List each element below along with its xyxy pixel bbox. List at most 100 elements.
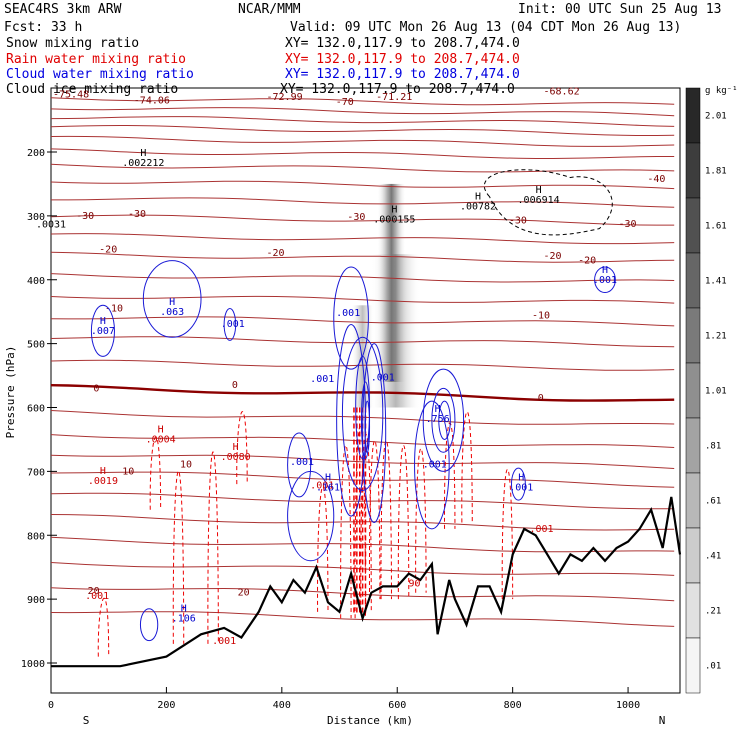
cloud-water-contour — [422, 368, 465, 472]
legend-rain-label: Rain water mixing ratio — [6, 52, 186, 67]
colorbar-swatch — [685, 142, 701, 199]
temperature-contour-label: -30 — [76, 211, 94, 222]
y-tick-label: 700 — [27, 467, 45, 478]
max-marker-rain: H — [158, 425, 164, 436]
contour-value-cloud: .001 — [310, 374, 334, 385]
temperature-contour-label: 20 — [238, 588, 250, 599]
contour-value-cloud: .001 — [423, 460, 447, 471]
max-marker-snow: H — [536, 185, 542, 196]
max-marker-snow: H — [140, 148, 146, 159]
cloud-water-contour — [287, 470, 335, 562]
x-axis-north-label: N — [659, 714, 666, 727]
temperature-contour-label: -10 — [532, 311, 550, 322]
temperature-contour-label: -72.99 — [267, 92, 303, 103]
temperature-isotherm — [50, 233, 675, 245]
temperature-contour-label: -74.06 — [134, 95, 170, 106]
temperature-contour-label: -30 — [619, 219, 637, 230]
temperature-contour-label: 10 — [122, 466, 134, 477]
contour-value-rain: .001 — [85, 591, 109, 602]
contour-value-cloud: .063 — [160, 307, 184, 318]
contour-value-rain: .001 — [212, 636, 236, 647]
colorbar-label: 1.41 — [705, 277, 727, 287]
temperature-contour-label: -71.21 — [376, 92, 412, 103]
rain-contour — [415, 448, 427, 593]
colorbar-unit: g kg⁻¹ — [705, 86, 738, 96]
cloud-water-contour — [341, 336, 384, 492]
rain-contour — [97, 597, 110, 657]
colorbar-label: .41 — [705, 552, 721, 562]
temperature-contour-label: -20 — [578, 256, 596, 267]
colorbar-label: 1.81 — [705, 167, 727, 177]
contour-value-rain: .0019 — [88, 476, 118, 487]
temperature-isotherm — [50, 107, 675, 117]
cloud-water-contour — [90, 304, 115, 357]
temperature-isotherm — [50, 316, 675, 327]
temperature-contour-label: -20 — [267, 248, 285, 259]
temperature-contour-label: -20 — [99, 245, 117, 256]
legend-ice-xy: XY= 132.0,117.9 to 208.7,474.0 — [280, 82, 515, 97]
temperature-isotherm — [50, 336, 675, 348]
rain-contour — [340, 445, 352, 619]
max-marker-cloud: H — [169, 297, 175, 308]
temperature-isotherm — [50, 180, 675, 190]
max-marker-cloud: H — [325, 473, 331, 484]
colorbar-label: .01 — [705, 662, 721, 672]
contour-value-cloud: .756 — [426, 414, 450, 425]
colorbar-swatch — [685, 527, 701, 584]
temperature-contour-label: 20 — [88, 586, 100, 597]
y-axis: 200 300 400 500 600 700 800 900 1000 — [21, 148, 57, 670]
forecast-hour: Fcst: 33 h — [4, 20, 82, 35]
max-marker-cloud: H — [518, 473, 524, 484]
temperature-contour-label: -30 — [347, 212, 365, 223]
temperature-isotherm — [50, 135, 675, 147]
x-axis-south-label: S — [83, 714, 90, 727]
max-marker-rain: H — [100, 466, 106, 477]
cloud-water-contour — [336, 323, 366, 517]
temperature-contour-label: 0 — [93, 383, 99, 394]
contour-value-rain: .001 — [310, 481, 334, 492]
contour-value-cloud: .001 — [371, 373, 395, 384]
y-tick-label: 300 — [27, 212, 45, 223]
temperature-contour-label: -68.62 — [544, 86, 580, 97]
temperature-contour-label: -20 — [544, 251, 562, 262]
contour-value-cloud: .106 — [172, 613, 196, 624]
contour-value-snow: .000155 — [373, 214, 415, 225]
max-marker-cloud: H — [100, 316, 106, 327]
cloud-water-contour — [142, 260, 202, 338]
rain-contour — [207, 451, 219, 644]
contour-value-rain: .0004 — [146, 435, 176, 446]
temperature-contour-label: -10 — [105, 303, 123, 314]
temperature-isotherm — [50, 124, 675, 136]
y-tick-label: 900 — [27, 595, 45, 606]
y-tick-label: 400 — [27, 276, 45, 287]
temperature-contour-label: -40 — [647, 174, 665, 185]
contour-value-cloud: .007 — [91, 326, 115, 337]
x-tick-label: 400 — [273, 700, 291, 711]
legend-cloud-label: Cloud water mixing ratio — [6, 67, 194, 82]
plot-area: -75.48 -74.06 -72.99 -70 -71.21 -68.62 -40 -30 -… — [36, 86, 682, 694]
contour-value-snow: .00782 — [460, 201, 496, 212]
colorbar-swatch — [685, 252, 701, 309]
legend-cloud-xy: XY= 132.0,117.9 to 208.7,474.0 — [285, 67, 520, 82]
temperature-contour-label: 0 — [538, 393, 544, 404]
cloud-water-inner-contour — [438, 400, 451, 440]
cloud-water-contour — [333, 266, 369, 370]
y-axis-label: Pressure (hPa) — [4, 346, 17, 439]
snow-contours — [483, 169, 613, 236]
x-tick-label: 200 — [157, 700, 175, 711]
temperature-isotherm — [50, 163, 675, 173]
model-title: SEAC4RS 3km ARW — [4, 2, 122, 17]
colorbar-swatch — [685, 307, 701, 364]
cloud-water-inner-contour — [431, 387, 456, 453]
legend: Snow mixing ratio XY= 132.0,117.9 to 208… — [6, 36, 520, 97]
cloud-water-contour — [287, 432, 312, 498]
rain-contour — [501, 469, 514, 600]
colorbar-swatch — [685, 417, 701, 474]
temperature-contour-label: -75.48 — [53, 90, 89, 101]
rain-contour — [443, 422, 456, 529]
contour-value-rain: .0080 — [221, 452, 251, 463]
colorbar-label: 1.01 — [705, 387, 727, 397]
contour-value-cloud: .001 — [336, 308, 360, 319]
rain-contour — [380, 440, 392, 600]
